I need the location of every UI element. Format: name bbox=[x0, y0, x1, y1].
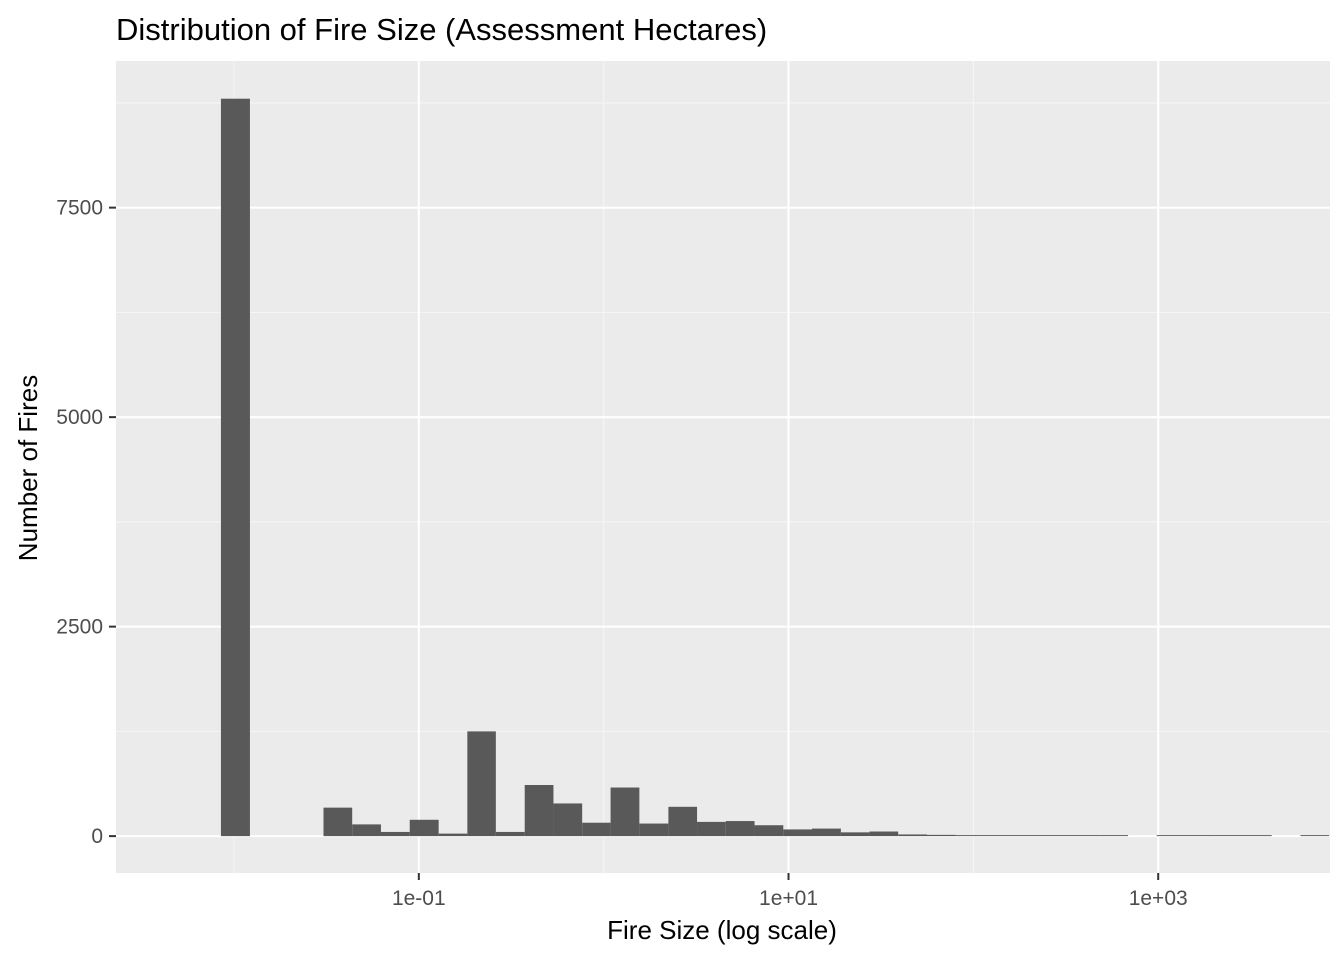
histogram-bar bbox=[495, 831, 525, 837]
histogram-bar bbox=[380, 831, 410, 837]
x-axis: 1e-01 1e+01 1e+03 bbox=[392, 873, 1188, 910]
histogram-bar bbox=[1214, 835, 1243, 837]
histogram-bar bbox=[812, 828, 841, 837]
histogram-bar bbox=[1013, 835, 1042, 837]
histogram-bar bbox=[409, 819, 439, 837]
x-tick-label: 1e+03 bbox=[1129, 887, 1188, 910]
y-tick-label: 7500 bbox=[56, 197, 103, 220]
histogram-bar bbox=[1185, 835, 1215, 837]
y-tick-label: 2500 bbox=[56, 616, 103, 639]
histogram-bar bbox=[898, 834, 927, 837]
histogram-bar bbox=[668, 806, 698, 837]
histogram-bar bbox=[1070, 835, 1100, 837]
histogram-bar bbox=[754, 825, 784, 837]
histogram-bar bbox=[1300, 835, 1330, 837]
histogram-bar bbox=[697, 821, 726, 837]
chart-title: Distribution of Fire Size (Assessment He… bbox=[116, 12, 767, 47]
plot-panel bbox=[116, 61, 1330, 873]
histogram-bar bbox=[524, 785, 554, 837]
y-tick-label: 0 bbox=[91, 825, 103, 848]
histogram-bar bbox=[467, 731, 496, 837]
y-axis: 0 2500 5000 7500 bbox=[56, 197, 116, 848]
histogram-bar bbox=[783, 829, 813, 837]
histogram-bar bbox=[926, 834, 956, 837]
histogram-bar bbox=[984, 835, 1014, 837]
histogram-bar bbox=[582, 822, 611, 837]
histogram-bar bbox=[438, 833, 468, 837]
histogram-bar bbox=[725, 821, 755, 837]
x-axis-title: Fire Size (log scale) bbox=[607, 915, 837, 945]
y-tick-label: 5000 bbox=[56, 406, 103, 429]
histogram-bar bbox=[1041, 835, 1071, 837]
histogram-bar bbox=[955, 835, 985, 837]
histogram-bar bbox=[352, 824, 381, 837]
histogram-bar bbox=[323, 807, 353, 837]
histogram-bar bbox=[1099, 835, 1129, 837]
histogram-bar bbox=[840, 832, 870, 837]
x-tick-label: 1e+01 bbox=[759, 887, 818, 910]
histogram-bar bbox=[610, 787, 640, 837]
y-axis-title: Number of Fires bbox=[13, 375, 43, 561]
x-tick-label: 1e-01 bbox=[392, 887, 446, 910]
histogram-bars bbox=[220, 98, 1330, 837]
histogram-bar bbox=[639, 823, 669, 837]
histogram-bar bbox=[220, 98, 250, 837]
histogram-bar bbox=[1156, 835, 1186, 837]
major-gridlines bbox=[116, 61, 1330, 873]
histogram-bar bbox=[869, 831, 899, 837]
histogram-bar bbox=[1242, 835, 1272, 837]
histogram-bar bbox=[553, 803, 583, 837]
